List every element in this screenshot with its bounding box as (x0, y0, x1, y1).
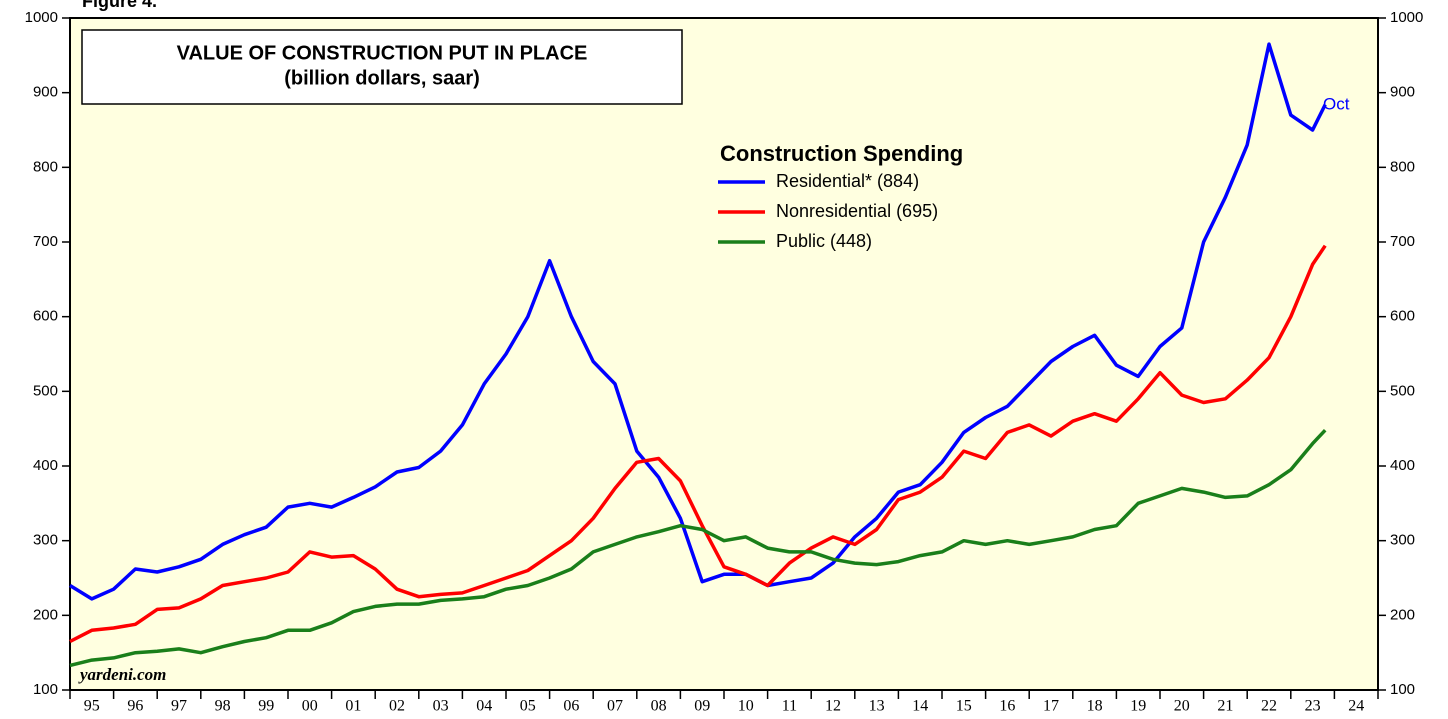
x-tick-label: 13 (869, 698, 885, 715)
x-tick-label: 20 (1174, 698, 1190, 715)
y-tick-label: 200 (33, 606, 58, 623)
x-tick-label: 97 (171, 698, 187, 715)
y-tick-label: 500 (33, 382, 58, 399)
title-box (81, 29, 683, 105)
x-tick-label: 05 (520, 698, 536, 715)
y2-tick-label: 100 (1390, 681, 1415, 698)
x-tick-label: 15 (956, 698, 972, 715)
legend-label: Residential* (884) (776, 171, 919, 191)
x-tick-label: 12 (825, 698, 841, 715)
y-tick-label: 400 (33, 457, 58, 474)
y2-tick-label: 800 (1390, 158, 1415, 175)
y-tick-label: 100 (33, 681, 58, 698)
y2-tick-label: 500 (1390, 382, 1415, 399)
x-tick-label: 02 (389, 698, 405, 715)
series-line (69, 42, 1327, 601)
y2-tick-label: 300 (1390, 532, 1415, 549)
chart-subtitle: (billion dollars, saar) (284, 67, 480, 89)
x-tick-label: 22 (1261, 698, 1277, 715)
x-tick-label: 10 (738, 698, 754, 715)
series-line (69, 244, 1327, 644)
y-tick-label: 900 (33, 84, 58, 101)
x-tick-label: 07 (607, 698, 623, 715)
y2-tick-label: 400 (1390, 457, 1415, 474)
plot-area (69, 17, 1379, 691)
x-tick-label: 11 (782, 698, 797, 715)
x-tick-label: 95 (84, 698, 100, 715)
x-tick-label: 04 (476, 698, 492, 715)
y-tick-label: 800 (33, 158, 58, 175)
x-tick-label: 08 (651, 698, 667, 715)
y2-tick-label: 200 (1390, 606, 1415, 623)
x-tick-label: 99 (258, 698, 274, 715)
x-tick-label: 23 (1305, 698, 1321, 715)
x-tick-label: 98 (215, 698, 231, 715)
x-tick-label: 21 (1217, 698, 1233, 715)
x-tick-label: 01 (345, 698, 361, 715)
y-tick-label: 700 (33, 233, 58, 250)
y2-tick-label: 1000 (1390, 9, 1423, 26)
y2-tick-label: 600 (1390, 308, 1415, 325)
x-tick-label: 03 (433, 698, 449, 715)
x-tick-label: 09 (694, 698, 710, 715)
legend-title: Construction Spending (720, 141, 963, 166)
legend-label: Nonresidential (695) (776, 201, 938, 221)
x-tick-label: 18 (1087, 698, 1103, 715)
x-tick-label: 06 (563, 698, 579, 715)
x-tick-label: 14 (912, 698, 928, 715)
y2-tick-label: 700 (1390, 233, 1415, 250)
x-tick-label: 17 (1043, 698, 1059, 715)
series-line (69, 429, 1327, 668)
source: yardeni.com (78, 665, 166, 684)
legend-label: Public (448) (776, 231, 872, 251)
x-tick-label: 19 (1130, 698, 1146, 715)
x-tick-label: 96 (127, 698, 143, 715)
y-tick-label: 300 (33, 532, 58, 549)
x-tick-label: 16 (999, 698, 1015, 715)
annotation: Oct (1323, 94, 1350, 113)
y-tick-label: 600 (33, 308, 58, 325)
y-tick-label: 1000 (25, 9, 58, 26)
figure-label: Figure 4. (82, 0, 157, 11)
x-tick-label: 00 (302, 698, 318, 715)
x-tick-label: 24 (1348, 698, 1364, 715)
chart-title: VALUE OF CONSTRUCTION PUT IN PLACE (177, 42, 588, 64)
y2-tick-label: 900 (1390, 84, 1415, 101)
